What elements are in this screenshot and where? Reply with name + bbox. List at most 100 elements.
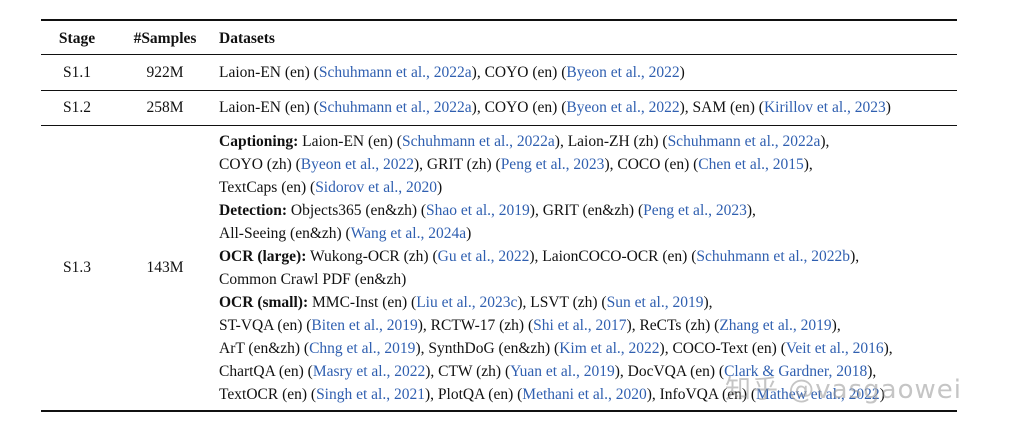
dataset-text: ),: [883, 340, 893, 357]
row-datasets-line: All-Seeing (en&zh) (Wang et al., 2024a): [219, 225, 471, 243]
citation-link[interactable]: Gu et al., 2022: [437, 248, 530, 265]
dataset-text: ), GRIT (zh) (: [414, 156, 501, 173]
dataset-text: Laion-EN (en) (: [219, 99, 319, 116]
header-datasets: Datasets: [219, 30, 275, 47]
row-datasets-line: ArT (en&zh) (Chng et al., 2019), SynthDo…: [219, 340, 893, 358]
dataset-text: ), InfoVQA (en) (: [646, 386, 757, 403]
citation-link[interactable]: Masry et al., 2022: [312, 363, 426, 380]
dataset-text: ), SAM (en) (: [679, 99, 764, 116]
dataset-text: MMC-Inst (en) (: [308, 294, 417, 311]
dataset-text: Objects365 (en&zh) (: [287, 202, 427, 219]
citation-link[interactable]: Shi et al., 2017: [533, 317, 627, 334]
citation-link[interactable]: Yuan et al., 2019: [510, 363, 615, 380]
dataset-text: ): [879, 386, 885, 403]
header-stage: Stage: [58, 30, 96, 47]
citation-link[interactable]: Schuhmann et al., 2022a: [667, 133, 821, 150]
citation-link[interactable]: Schuhmann et al., 2022a: [318, 99, 472, 116]
dataset-text: ),: [867, 363, 877, 380]
row-datasets-line: TextOCR (en) (Singh et al., 2021), PlotQ…: [219, 386, 885, 404]
row-datasets-line: OCR (small): MMC-Inst (en) (Liu et al., …: [219, 294, 713, 312]
dataset-text: ),: [850, 248, 860, 265]
citation-link[interactable]: Chng et al., 2019: [309, 340, 416, 357]
watermark-text: 知乎 @vasgaowei: [725, 375, 962, 405]
dataset-text: ), RCTW-17 (zh) (: [417, 317, 534, 334]
dataset-text: ): [466, 225, 472, 242]
citation-link[interactable]: Sun et al., 2019: [606, 294, 704, 311]
dataset-text: ): [679, 64, 685, 81]
citation-link[interactable]: Schuhmann et al., 2022a: [318, 64, 472, 81]
dataset-text: ), DocVQA (en) (: [614, 363, 725, 380]
datasets-table: Stage #Samples Datasets S1.1 922M Laion-…: [41, 19, 957, 412]
row-datasets-line: OCR (large): Wukong-OCR (zh) (Gu et al.,…: [219, 248, 859, 266]
dataset-text: ), CTW (zh) (: [425, 363, 511, 380]
dataset-text: Laion-EN (en) (: [219, 64, 319, 81]
dataset-text: Wukong-OCR (zh) (: [306, 248, 438, 265]
dataset-text: ), LSVT (zh) (: [517, 294, 607, 311]
row-samples: 922M: [146, 64, 184, 81]
citation-link[interactable]: Peng et al., 2023: [643, 202, 747, 219]
citation-link[interactable]: Methani et al., 2020: [522, 386, 647, 403]
row-datasets-line: TextCaps (en) (Sidorov et al., 2020): [219, 179, 442, 197]
row-stage: S1.1: [63, 64, 91, 81]
dataset-text: ),: [831, 317, 841, 334]
citation-link[interactable]: Chen et al., 2015: [698, 156, 804, 173]
row-samples: 258M: [146, 99, 184, 116]
citation-link[interactable]: Schuhmann et al., 2022a: [401, 133, 555, 150]
dataset-text: ), Laion-ZH (zh) (: [554, 133, 668, 150]
citation-link[interactable]: Sidorov et al., 2020: [315, 179, 438, 196]
citation-link[interactable]: Mathew et al., 2022: [756, 386, 880, 403]
citation-link[interactable]: Shao et al., 2019: [426, 202, 530, 219]
citation-link[interactable]: Kim et al., 2022: [559, 340, 660, 357]
header-rule: [41, 54, 957, 55]
dataset-text: All-Seeing (en&zh) (: [219, 225, 351, 242]
citation-link[interactable]: Liu et al., 2023c: [416, 294, 518, 311]
category-label: OCR (large):: [219, 248, 307, 265]
dataset-text: ), LaionCOCO-OCR (en) (: [529, 248, 697, 265]
row-datasets-line: Laion-EN (en) (Schuhmann et al., 2022a),…: [219, 64, 685, 82]
dataset-text: ), SynthDoG (en&zh) (: [415, 340, 560, 357]
row-datasets-line: ChartQA (en) (Masry et al., 2022), CTW (…: [219, 363, 876, 381]
row-datasets-line: Laion-EN (en) (Schuhmann et al., 2022a),…: [219, 99, 891, 117]
dataset-text: ): [437, 179, 443, 196]
citation-link[interactable]: Kirillov et al., 2023: [763, 99, 886, 116]
dataset-text: ), PlotQA (en) (: [425, 386, 523, 403]
dataset-text: ),: [803, 156, 813, 173]
dataset-text: ): [885, 99, 891, 116]
row-stage: S1.2: [63, 99, 91, 116]
row-datasets-line: ST-VQA (en) (Biten et al., 2019), RCTW-1…: [219, 317, 841, 335]
dataset-text: ChartQA (en) (: [219, 363, 313, 380]
citation-link[interactable]: Byeon et al., 2022: [566, 99, 680, 116]
dataset-text: TextCaps (en) (: [219, 179, 316, 196]
citation-link[interactable]: Byeon et al., 2022: [566, 64, 680, 81]
row-stage: S1.3: [63, 259, 91, 276]
dataset-text: ),: [703, 294, 713, 311]
bottom-rule: [41, 410, 957, 412]
citation-link[interactable]: Peng et al., 2023: [500, 156, 605, 173]
dataset-text: ), COYO (en) (: [471, 64, 567, 81]
citation-link[interactable]: Byeon et al., 2022: [300, 156, 415, 173]
dataset-text: ), GRIT (en&zh) (: [529, 202, 644, 219]
category-label: OCR (small):: [219, 294, 309, 311]
dataset-text: TextOCR (en) (: [219, 386, 317, 403]
row-rule: [41, 125, 957, 126]
dataset-text: ),: [746, 202, 756, 219]
citation-link[interactable]: Singh et al., 2021: [316, 386, 425, 403]
row-samples: 143M: [146, 259, 184, 276]
citation-link[interactable]: Schuhmann et al., 2022b: [696, 248, 851, 265]
dataset-text: ), COYO (en) (: [471, 99, 567, 116]
header-samples: #Samples: [133, 30, 197, 47]
dataset-text: ST-VQA (en) (: [219, 317, 312, 334]
category-label: Captioning:: [219, 133, 299, 150]
citation-link[interactable]: Clark & Gardner, 2018: [724, 363, 868, 380]
citation-link[interactable]: Veit et al., 2016: [785, 340, 884, 357]
row-rule: [41, 90, 957, 91]
row-datasets-line: Detection: Objects365 (en&zh) (Shao et a…: [219, 202, 756, 220]
citation-link[interactable]: Wang et al., 2024a: [350, 225, 467, 242]
dataset-text: COYO (zh) (: [219, 156, 301, 173]
citation-link[interactable]: Biten et al., 2019: [311, 317, 418, 334]
row-datasets-line: Captioning: Laion-EN (en) (Schuhmann et …: [219, 133, 829, 151]
row-datasets-line: Common Crawl PDF (en&zh): [219, 271, 406, 289]
row-datasets-line: COYO (zh) (Byeon et al., 2022), GRIT (zh…: [219, 156, 813, 174]
dataset-text: ArT (en&zh) (: [219, 340, 310, 357]
citation-link[interactable]: Zhang et al., 2019: [719, 317, 832, 334]
